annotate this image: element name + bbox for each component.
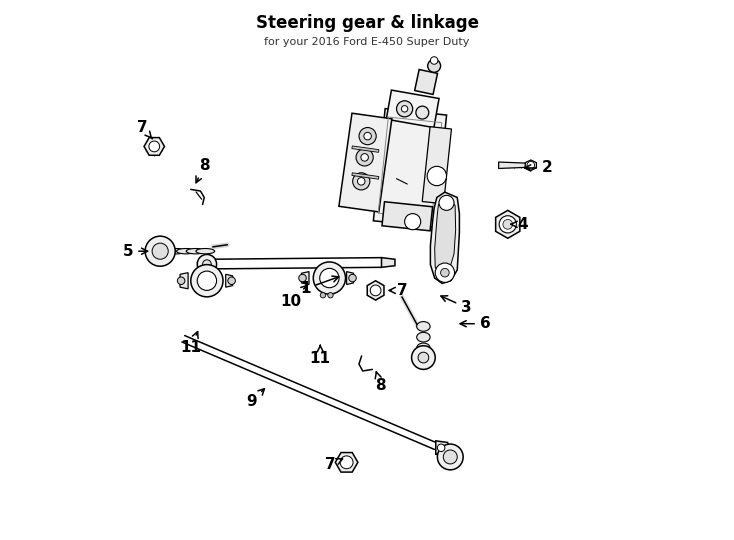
- Circle shape: [349, 274, 356, 282]
- Circle shape: [359, 127, 377, 145]
- Text: 11: 11: [181, 332, 201, 355]
- Circle shape: [396, 101, 413, 117]
- Circle shape: [503, 219, 512, 229]
- Text: 7: 7: [137, 120, 153, 139]
- Polygon shape: [352, 146, 379, 152]
- Circle shape: [370, 285, 381, 296]
- Circle shape: [328, 293, 333, 298]
- Circle shape: [152, 243, 168, 259]
- Circle shape: [416, 106, 429, 119]
- Polygon shape: [352, 173, 379, 179]
- Circle shape: [320, 293, 326, 298]
- Circle shape: [178, 277, 185, 285]
- Circle shape: [340, 456, 353, 469]
- Text: 3: 3: [441, 296, 472, 315]
- Text: 2: 2: [525, 160, 553, 176]
- Circle shape: [357, 178, 365, 185]
- Circle shape: [527, 161, 534, 169]
- Text: 8: 8: [375, 372, 386, 393]
- Text: 5: 5: [123, 244, 148, 259]
- Circle shape: [499, 216, 516, 233]
- Circle shape: [443, 450, 457, 464]
- Circle shape: [197, 254, 217, 274]
- Polygon shape: [180, 273, 188, 289]
- Text: 8: 8: [196, 158, 210, 183]
- Ellipse shape: [186, 248, 205, 254]
- Text: 6: 6: [460, 316, 490, 331]
- Polygon shape: [339, 113, 392, 212]
- Polygon shape: [495, 211, 520, 238]
- Circle shape: [352, 173, 370, 190]
- Polygon shape: [415, 70, 437, 94]
- Polygon shape: [144, 138, 164, 156]
- Circle shape: [299, 274, 306, 282]
- Circle shape: [191, 265, 223, 297]
- Ellipse shape: [417, 322, 430, 331]
- Polygon shape: [226, 274, 233, 287]
- Text: for your 2016 Ford E-450 Super Duty: for your 2016 Ford E-450 Super Duty: [264, 37, 470, 46]
- Polygon shape: [335, 453, 358, 472]
- Polygon shape: [422, 127, 451, 204]
- Polygon shape: [382, 258, 395, 267]
- Ellipse shape: [177, 248, 195, 254]
- Text: 4: 4: [511, 217, 528, 232]
- Circle shape: [427, 166, 446, 186]
- Text: Steering gear & linkage: Steering gear & linkage: [255, 14, 479, 32]
- Text: 1: 1: [300, 276, 338, 296]
- Polygon shape: [386, 90, 439, 127]
- Ellipse shape: [417, 332, 430, 342]
- Circle shape: [440, 268, 449, 277]
- Polygon shape: [302, 272, 309, 285]
- Polygon shape: [526, 160, 537, 171]
- Polygon shape: [498, 162, 526, 168]
- Circle shape: [404, 214, 421, 230]
- Polygon shape: [367, 281, 384, 300]
- Circle shape: [364, 132, 371, 140]
- Text: 11: 11: [310, 345, 331, 366]
- Circle shape: [197, 271, 217, 291]
- Circle shape: [437, 444, 445, 451]
- Circle shape: [428, 59, 440, 72]
- Circle shape: [149, 141, 159, 152]
- Circle shape: [203, 260, 211, 268]
- Text: 7: 7: [325, 457, 343, 472]
- Circle shape: [437, 444, 463, 470]
- Circle shape: [356, 149, 373, 166]
- Circle shape: [228, 277, 236, 285]
- Text: 9: 9: [246, 389, 264, 409]
- Circle shape: [361, 154, 368, 161]
- Polygon shape: [374, 109, 446, 227]
- Circle shape: [313, 262, 346, 294]
- Circle shape: [320, 268, 339, 288]
- Polygon shape: [382, 202, 432, 231]
- Text: 10: 10: [280, 286, 308, 309]
- Circle shape: [435, 263, 454, 282]
- Circle shape: [412, 346, 435, 369]
- Polygon shape: [430, 192, 459, 284]
- Ellipse shape: [417, 343, 430, 353]
- Ellipse shape: [196, 248, 215, 254]
- Circle shape: [430, 57, 438, 64]
- Polygon shape: [436, 441, 449, 454]
- Text: 7: 7: [389, 283, 407, 298]
- Circle shape: [418, 352, 429, 363]
- Circle shape: [401, 106, 408, 112]
- Circle shape: [439, 195, 454, 211]
- Polygon shape: [435, 199, 456, 275]
- Polygon shape: [346, 272, 354, 285]
- Circle shape: [145, 236, 175, 266]
- Ellipse shape: [167, 248, 186, 254]
